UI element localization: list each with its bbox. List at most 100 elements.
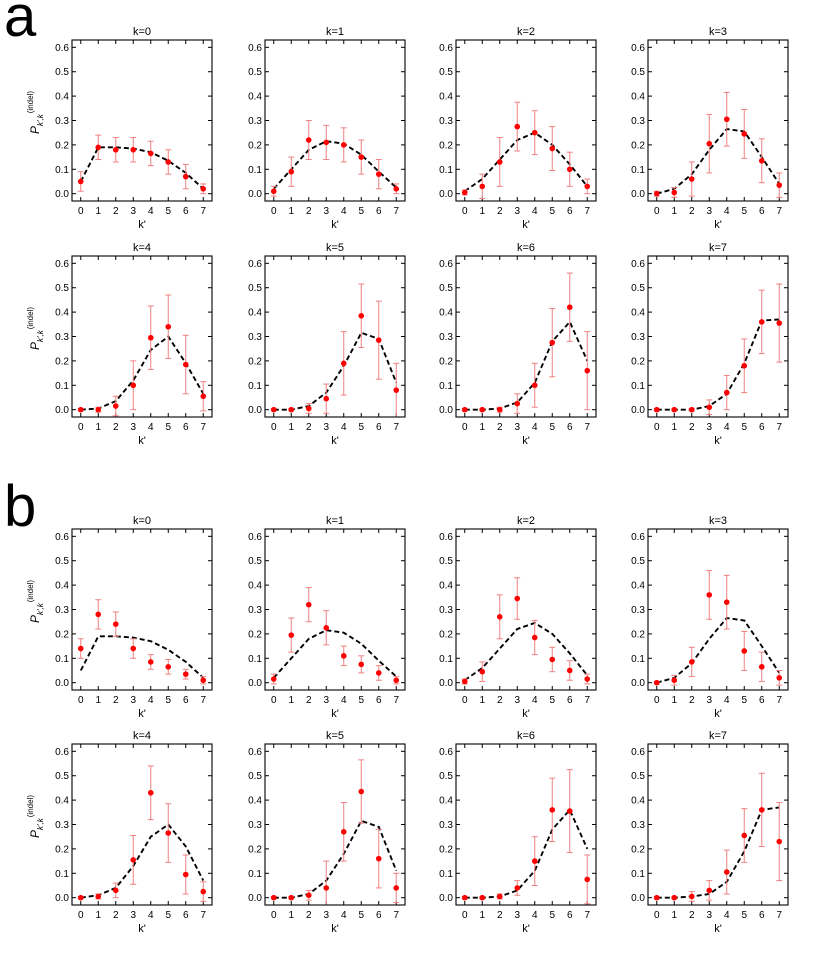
data-point [130,645,137,652]
data-point [653,190,660,197]
x-tick-label: 4 [148,910,154,921]
x-tick-label: 0 [462,910,468,921]
data-point [531,129,538,136]
data-point [549,656,556,663]
y-axis-label-subscript: k′,k [36,602,45,615]
data-point [671,894,678,901]
y-axis-label-subscript: k′,k [36,817,45,830]
y-tick-label: 0.0 [631,893,645,904]
x-tick-label: 6 [183,695,189,706]
data-point [688,176,695,182]
x-tick-label: 3 [514,910,520,921]
y-tick-label: 0.0 [439,893,453,904]
data-point [461,894,468,901]
x-tick-label: 2 [689,422,695,433]
x-tick-label: 7 [200,695,206,706]
y-tick-label: 0.6 [55,532,69,543]
x-tick-label: 5 [165,206,171,217]
data-point [741,648,748,654]
plot-frame [455,528,597,691]
data-point [496,893,503,900]
x-tick-label: 4 [341,910,347,921]
model-line [80,335,205,411]
x-tick-label: 0 [654,422,660,433]
x-tick-label: 1 [479,695,485,706]
data-point [323,885,330,891]
data-point [358,661,365,668]
data-point [375,855,382,862]
x-axis-label: k' [714,923,722,935]
panel-letter-b: b [4,474,36,539]
y-tick-label: 0.3 [439,820,453,831]
x-tick-label: 0 [271,422,277,433]
data-point [147,789,154,796]
subplot-b-1: k=1 0.0 0.1 0.2 0.3 0.4 0.5 0.6 0 1 2 3 4 5 6 7 k' [248,515,406,720]
data-point [741,832,748,839]
x-axis-label: k' [138,923,146,935]
subplot-title: k=5 [326,242,344,254]
data-point [200,393,207,400]
y-tick-label: 0.2 [248,140,262,151]
x-tick-label: 0 [78,422,84,433]
x-tick-label: 2 [306,422,312,433]
plot-frame [264,528,406,691]
y-tick-label: 0.0 [439,189,453,200]
y-axis-label-superscript: (indel) [26,91,35,114]
y-tick-label: 0.0 [55,893,69,904]
plot-frame [647,255,789,418]
y-tick-label: 0.1 [631,654,645,665]
y-tick-label: 0.4 [439,581,453,592]
data-point [323,624,330,631]
y-tick-label: 0.6 [439,532,453,543]
y-tick-label: 0.4 [55,92,69,103]
x-tick-label: 7 [776,206,782,217]
y-tick-label: 0.2 [439,140,453,151]
data-point [182,671,189,677]
y-tick-label: 0.4 [55,308,69,319]
data-point [95,144,102,151]
data-point [358,788,365,795]
y-tick-label: 0.3 [631,332,645,343]
subplot-title: k=1 [326,26,344,38]
x-tick-label: 6 [376,422,382,433]
data-point [514,400,521,407]
x-tick-label: 1 [671,206,677,217]
plot-frame [264,39,406,202]
subplot-title: k=7 [709,242,727,254]
data-point [479,406,486,413]
data-point [479,894,486,901]
y-tick-label: 0.4 [631,308,645,319]
y-tick-label: 0.5 [631,67,645,78]
x-axis-label: k' [138,219,146,231]
data-point [77,178,84,185]
data-point [706,404,713,411]
model-line [464,131,589,192]
y-tick-label: 0.6 [248,43,262,54]
subplot-b-6: k=6 0.0 0.1 0.2 0.3 0.4 0.5 0.6 0 1 2 3 4 5 6 7 k' [439,730,597,935]
subplot-a-3: k=3 0.0 0.1 0.2 0.3 0.4 0.5 0.6 0 1 2 3 4 5 6 7 k' [631,26,789,231]
x-tick-label: 6 [759,695,765,706]
plot-frame [71,39,213,202]
y-tick-label: 0.4 [439,796,453,807]
data-point [653,894,660,901]
x-tick-label: 3 [130,422,136,433]
data-point [147,659,154,665]
data-point [358,312,365,319]
x-tick-label: 6 [759,206,765,217]
data-point [479,668,486,675]
x-tick-label: 4 [148,422,154,433]
data-point [566,667,573,674]
data-point [393,387,400,393]
data-point [584,183,591,190]
data-point [358,154,365,160]
data-point [323,395,330,402]
x-tick-label: 4 [724,910,730,921]
y-tick-label: 0.0 [55,405,69,416]
y-tick-label: 0.3 [631,605,645,616]
data-point [758,807,765,813]
model-line [273,629,397,679]
data-point [112,146,119,153]
data-point [741,131,748,137]
y-tick-label: 0.6 [631,532,645,543]
y-tick-label: 0.3 [439,605,453,616]
